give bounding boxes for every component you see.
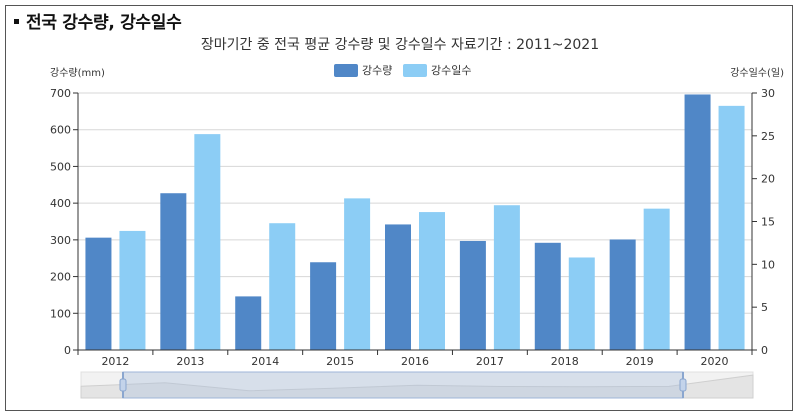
left-axis-tick-label: 200 — [50, 271, 71, 284]
bar-rainfall — [85, 237, 112, 350]
x-axis-tick-label: 2018 — [551, 355, 579, 368]
left-axis-title: 강수량(mm) — [50, 67, 105, 79]
legend-item-rainfall[interactable]: 강수량 — [334, 64, 392, 77]
zoom-handle-right[interactable] — [679, 372, 687, 398]
zoom-handle-grip — [679, 378, 687, 392]
x-axis-tick-label: 2013 — [176, 355, 204, 368]
bar-rainfall — [609, 239, 636, 350]
left-axis-tick-label: 600 — [50, 124, 71, 137]
bar-rainfall — [160, 193, 187, 350]
bar-rain-days — [344, 198, 371, 350]
zoom-handle-left[interactable] — [119, 372, 127, 398]
bar-rain-days — [119, 230, 146, 350]
zoom-handle-grip — [119, 378, 127, 392]
bar-rain-days — [194, 134, 221, 350]
x-axis-tick-label: 2019 — [626, 355, 654, 368]
left-axis-tick-label: 300 — [50, 234, 71, 247]
right-axis-tick-label: 5 — [761, 301, 768, 314]
left-axis-tick-label: 700 — [50, 87, 71, 100]
legend-label: 강수량 — [362, 64, 392, 77]
left-axis-tick-label: 100 — [50, 307, 71, 320]
left-axis-tick-label: 400 — [50, 197, 71, 210]
bar-rainfall — [459, 240, 486, 350]
bar-rain-days — [643, 208, 670, 350]
x-axis-tick-label: 2020 — [701, 355, 729, 368]
right-axis-tick-label: 10 — [761, 258, 775, 271]
bar-rainfall — [684, 94, 711, 351]
x-axis-tick-label: 2017 — [476, 355, 504, 368]
left-axis-tick-label: 500 — [50, 160, 71, 173]
bar-rain-days — [269, 223, 296, 350]
legend-label: 강수일수 — [431, 63, 471, 77]
right-axis-tick-label: 25 — [761, 130, 775, 143]
axes: 0 100 200 300 400 500 600 700 0 5 10 15 20 25 30 강수량(mm… — [50, 67, 784, 368]
legend-swatch — [403, 64, 427, 77]
bar-rain-days — [493, 205, 520, 350]
right-axis-tick-label: 15 — [761, 216, 775, 229]
zoom-slider[interactable] — [80, 371, 754, 399]
section-heading: 전국 강수량, 강수일수 — [14, 8, 182, 33]
right-axis-tick-label: 20 — [761, 173, 775, 186]
bar-rain-days — [568, 257, 595, 350]
x-axis-tick-label: 2015 — [326, 355, 354, 368]
bar-rainfall — [235, 296, 262, 350]
zoom-selection — [122, 371, 684, 399]
right-axis-tick-label: 30 — [761, 87, 775, 100]
chart-title: 장마기간 중 전국 평균 강수량 및 강수일수 자료기간 : 2011~2021 — [200, 37, 600, 53]
bars — [85, 94, 745, 351]
x-axis-tick-label: 2016 — [401, 355, 429, 368]
legend-swatch — [334, 64, 358, 77]
heading-text: 전국 강수량, 강수일수 — [26, 13, 182, 33]
bar-rain-days — [718, 105, 745, 350]
right-axis-title: 강수일수(일) — [730, 67, 784, 79]
left-axis-tick-label: 0 — [64, 344, 71, 357]
bar-rain-days — [419, 212, 445, 350]
heading-bullet-icon — [14, 18, 19, 24]
x-axis-tick-label: 2014 — [251, 355, 279, 368]
x-axis-tick-label: 2012 — [101, 355, 129, 368]
bar-rainfall — [385, 224, 411, 350]
bar-rainfall — [310, 262, 337, 350]
right-axis-tick-label: 0 — [761, 344, 768, 357]
legend[interactable]: 강수량 강수일수 — [334, 63, 471, 77]
legend-item-rain-days[interactable]: 강수일수 — [403, 63, 471, 77]
bar-rainfall — [534, 242, 561, 350]
